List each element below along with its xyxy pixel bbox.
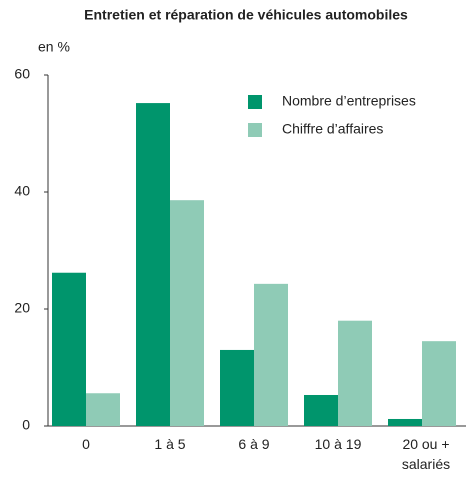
bar [422, 341, 456, 426]
legend-swatch [248, 95, 262, 109]
bar [254, 283, 288, 426]
bar [52, 272, 86, 426]
bar [170, 200, 204, 426]
x-tick-label: 20 ou + salariés [401, 436, 451, 472]
y-tick-label: 40 [14, 183, 30, 199]
x-tick-label: 6 à 9 [238, 436, 270, 452]
bar [304, 394, 338, 426]
x-tick-label: 0 [82, 436, 90, 452]
legend-swatch [248, 123, 262, 137]
bar [220, 349, 254, 426]
bar [388, 418, 422, 426]
bar [136, 103, 170, 426]
y-axis-label: en % [38, 39, 70, 55]
y-tick-label: 60 [14, 66, 30, 82]
y-tick-label: 0 [22, 417, 30, 433]
y-tick-label: 20 [14, 300, 30, 316]
legend-label: Chiffre d’affaires [282, 121, 383, 137]
bar [338, 320, 372, 426]
bar [86, 393, 120, 426]
legend-label: Nombre d’entreprises [282, 93, 416, 109]
x-tick-label: 10 à 19 [314, 436, 362, 452]
x-tick-label: 1 à 5 [154, 436, 186, 452]
chart-title: Entretien et réparation de véhicules aut… [84, 7, 408, 23]
